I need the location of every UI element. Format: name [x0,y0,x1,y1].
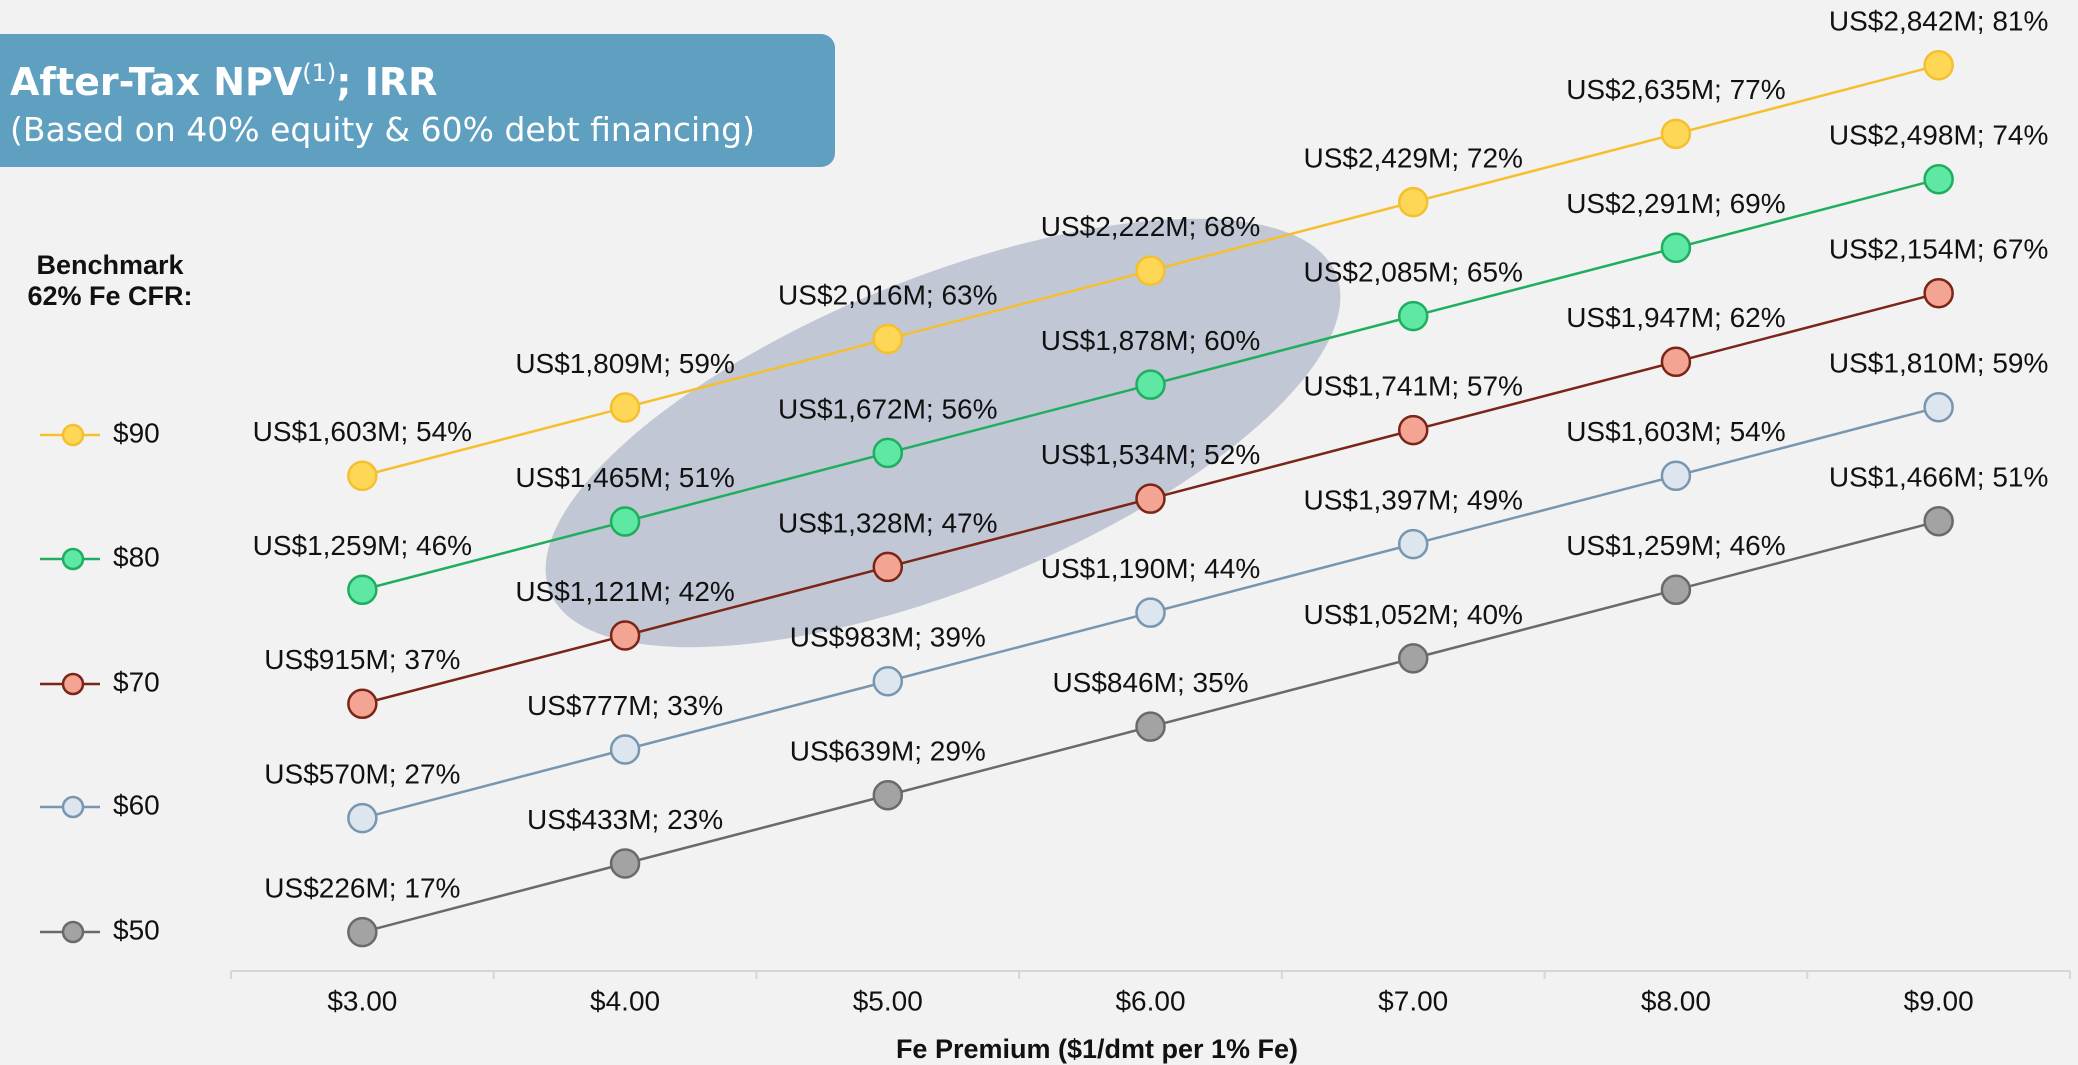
data-label: US$433M; 23% [527,804,723,835]
marker [1923,277,1954,309]
data-label: US$1,465M; 51% [515,462,734,493]
data-label: US$1,809M; 59% [515,348,734,379]
marker [872,779,904,811]
data-label: US$1,328M; 47% [778,507,997,538]
title-superscript: (1) [302,59,337,87]
marker [609,848,641,879]
marker [347,574,378,606]
data-label: US$1,603M; 54% [1566,416,1785,447]
data-label: US$1,259M; 46% [1566,530,1785,561]
marker [872,437,904,469]
data-label: US$1,947M; 62% [1566,302,1785,333]
x-tick-label: $8.00 [1641,985,1711,1016]
marker [609,392,641,423]
data-label: US$2,498M; 74% [1829,120,2048,151]
marker [1660,118,1692,150]
marker [1397,643,1429,674]
data-label: US$2,222M; 68% [1041,211,1260,242]
data-label: US$1,052M; 40% [1303,599,1522,630]
title: After-Tax NPV(1); IRR [10,48,835,107]
legend-marker [61,423,85,447]
x-tick-label: $5.00 [853,985,923,1016]
data-label: US$2,016M; 63% [778,279,997,310]
marker [1923,391,1954,423]
data-label: US$1,672M; 56% [778,393,997,424]
title-box: After-Tax NPV(1); IRR (Based on 40% equi… [0,34,835,167]
marker [1660,460,1692,492]
marker [1923,163,1954,195]
data-label: US$2,154M; 67% [1829,234,2048,265]
marker [347,916,378,948]
data-label: US$1,397M; 49% [1303,484,1522,515]
marker [1135,711,1166,742]
x-tick-label: $7.00 [1378,985,1448,1016]
marker [1660,574,1692,606]
marker [1923,505,1954,537]
title-suffix: ; IRR [336,60,438,104]
legend-title: Benchmark 62% Fe CFR: [27,250,193,311]
data-label: US$2,842M; 81% [1829,6,2048,37]
data-label: US$983M; 39% [790,622,986,653]
marker [609,734,641,765]
marker [872,323,904,355]
marker [609,506,641,537]
marker [1660,232,1692,264]
marker [1397,414,1429,446]
marker [609,620,641,651]
data-label: US$2,291M; 69% [1566,188,1785,219]
data-label: US$570M; 27% [264,759,460,790]
data-label: US$915M; 37% [264,644,460,675]
data-label: US$1,603M; 54% [253,416,472,447]
data-label: US$1,810M; 59% [1829,348,2048,379]
marker [347,688,378,720]
legend-marker [61,795,85,819]
marker [1397,186,1429,218]
legend-label: $70 [113,666,160,697]
x-tick-label: $3.00 [327,985,397,1016]
data-label: US$1,466M; 51% [1829,462,2048,493]
marker [1397,300,1429,332]
marker [347,460,378,492]
marker [1135,369,1166,400]
x-axis-title: Fe Premium ($1/dmt per 1% Fe) [896,1034,1298,1064]
legend-label: $90 [113,417,160,448]
legend-marker [61,672,85,696]
x-tick-label: $6.00 [1115,985,1185,1016]
data-label: US$2,429M; 72% [1303,142,1522,173]
data-label: US$1,259M; 46% [253,530,472,561]
x-tick-label: $9.00 [1904,985,1974,1016]
marker [872,666,904,697]
subtitle: (Based on 40% equity & 60% debt financin… [10,110,755,149]
marker [347,802,378,834]
data-label: US$1,878M; 60% [1041,325,1260,356]
data-label: US$226M; 17% [264,872,460,903]
legend-label: $80 [113,541,160,572]
marker [1923,49,1954,81]
data-label: US$1,741M; 57% [1303,370,1522,401]
marker [1135,255,1166,286]
legend-marker [61,920,85,944]
data-label: US$2,085M; 65% [1303,256,1522,287]
highlight-ellipse [545,218,1341,648]
data-label: US$777M; 33% [527,690,723,721]
marker [1660,346,1692,378]
legend-marker [61,547,85,571]
legend-label: $60 [113,789,160,820]
data-label: US$1,534M; 52% [1041,439,1260,470]
x-tick-label: $4.00 [590,985,660,1016]
title-text: After-Tax NPV [10,60,303,104]
data-label: US$2,635M; 77% [1566,74,1785,105]
marker [872,551,904,583]
data-label: US$639M; 29% [790,736,986,767]
data-label: US$1,121M; 42% [515,576,734,607]
data-label: US$846M; 35% [1052,667,1248,698]
legend-label: $50 [113,914,160,945]
marker [1135,597,1166,628]
marker [1397,528,1429,560]
marker [1135,483,1166,514]
data-label: US$1,190M; 44% [1041,553,1260,584]
